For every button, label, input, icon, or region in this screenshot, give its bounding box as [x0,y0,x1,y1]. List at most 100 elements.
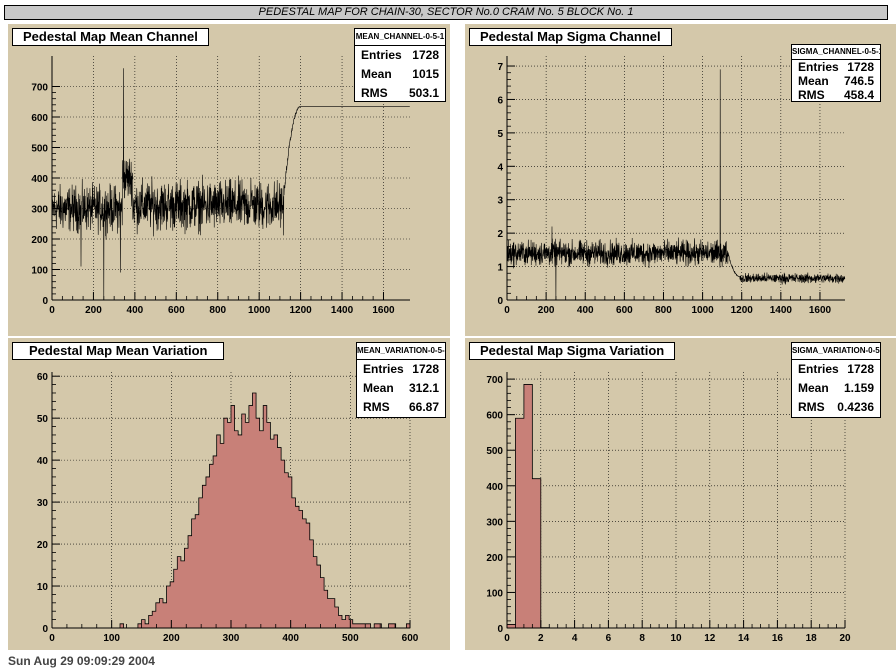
title-mean-variation: Pedestal Map Mean Variation [12,342,225,360]
x-tick-label: 1200 [731,305,754,316]
x-tick-label: 0 [49,305,55,316]
y-tick-label: 400 [486,482,503,493]
y-tick-label: 30 [37,498,49,509]
x-tick-label: 18 [806,633,818,644]
y-tick-label: 7 [497,62,503,73]
y-tick-label: 500 [31,144,48,155]
stats-rms-label: RMS [798,88,825,102]
y-tick-label: 0 [497,624,503,635]
x-tick-label: 4 [572,633,578,644]
y-tick-label: 300 [486,517,503,528]
x-tick-label: 1000 [248,305,271,316]
x-tick-label: 1200 [289,305,312,316]
y-tick-label: 300 [31,205,48,216]
y-tick-label: 400 [31,174,48,185]
x-tick-label: 0 [504,305,510,316]
stats-name: MEAN_VARIATION-0-5-1 [357,343,445,360]
x-tick-label: 8 [639,633,645,644]
y-tick-label: 40 [37,456,49,467]
y-tick-label: 700 [486,375,503,386]
y-tick-label: 200 [486,553,503,564]
pad-mean-variation: 0 100 200 300 400 500 600 0 10 20 30 40 50 60 Pedesta… [8,338,450,650]
x-tick-label: 400 [282,633,299,644]
x-tick-label: 200 [163,633,180,644]
plot-mean-channel: 0 200 400 600 800 1000 1200 1400 1600 0 100 200 300 4… [31,56,410,316]
x-tick-label: 400 [577,305,594,316]
y-tick-label: 0 [42,296,48,307]
y-tick-label: 2 [497,229,503,240]
y-tick-label: 0 [42,624,48,635]
x-tick-label: 300 [223,633,240,644]
stats-entries-label: Entries [361,48,402,62]
y-tick-label: 60 [37,372,49,383]
stats-mean-label: Mean [798,74,829,88]
plot-area [507,56,845,300]
y-tick-label: 200 [31,235,48,246]
stats-mean: 1.159 [843,381,874,395]
y-tick-label: 100 [486,588,503,599]
stats-entries: 1728 [412,362,439,376]
stats-mean: 746.5 [843,74,874,88]
stats-entries-label: Entries [363,362,404,376]
stats-rms: 503.1 [408,86,439,100]
plot-area [52,56,410,300]
y-tick-label: 500 [486,446,503,457]
stats-rms-label: RMS [361,86,388,100]
pad-sigma-variation: 0 2 4 6 8 10 12 14 16 18 20 0 100 200 300 400 500 600 700 … [465,338,896,650]
y-tick-label: 10 [37,582,49,593]
y-tick-label: 5 [497,129,503,140]
x-tick-label: 20 [839,633,851,644]
x-tick-label: 1400 [331,305,354,316]
y-tick-label: 600 [31,113,48,124]
stats-entries: 1728 [847,60,874,74]
x-tick-label: 800 [209,305,226,316]
y-tick-label: 1 [497,263,503,274]
x-tick-label: 14 [738,633,750,644]
stats-mean: 312.1 [408,381,439,395]
y-tick-label: 20 [37,540,49,551]
stats-entries: 1728 [412,48,439,62]
stats-entries: 1728 [847,362,874,376]
series-line [51,68,410,301]
x-tick-label: 200 [538,305,555,316]
title-sigma-channel: Pedestal Map Sigma Channel [469,28,672,46]
pad-sigma-channel: 0 200 400 600 800 1000 1200 1400 1600 0 1 2 3 4 5 6 7 Pe… [465,24,896,336]
x-tick-label: 1400 [770,305,793,316]
stats-box-sigma-variation: SIGMA_VARIATION-0-5-1 Entries 1728 Mean 1.… [791,342,881,418]
histogram-bars [52,392,411,629]
stats-name: SIGMA_CHANNEL-0-5-1 [792,45,880,60]
plot-sigma-channel: 0 200 400 600 800 1000 1200 1400 1600 0 1 2 3 4 5 6 7 [497,56,846,316]
x-tick-label: 400 [127,305,144,316]
x-tick-label: 1600 [372,305,395,316]
plot-mean-variation: 0 100 200 300 400 500 600 0 10 20 30 40 50 60 [37,372,419,644]
footer-timestamp: Sun Aug 29 09:09:29 2004 [8,654,155,668]
x-tick-label: 0 [504,633,510,644]
stats-name: MEAN_CHANNEL-0-5-1 [355,29,445,46]
x-tick-label: 500 [342,633,359,644]
stats-rms-label: RMS [363,400,390,414]
stats-mean-label: Mean [361,67,392,81]
stats-mean: 1015 [412,67,439,81]
y-tick-label: 600 [486,411,503,422]
x-tick-label: 12 [704,633,716,644]
stats-box-sigma-channel: SIGMA_CHANNEL-0-5-1 Entries 1728 Mean 746.… [791,44,881,102]
x-tick-label: 2 [538,633,544,644]
stats-mean-label: Mean [363,381,394,395]
x-tick-label: 1600 [809,305,832,316]
y-tick-label: 3 [497,196,503,207]
series-line [506,69,846,301]
y-tick-label: 50 [37,414,49,425]
x-tick-label: 800 [655,305,672,316]
x-tick-label: 200 [85,305,102,316]
pad-mean-channel: 0 200 400 600 800 1000 1200 1400 1600 0 100 200 300 4… [8,24,450,336]
stats-rms: 66.87 [408,400,439,414]
title-sigma-variation: Pedestal Map Sigma Variation [469,342,676,360]
stats-rms: 0.4236 [837,400,874,414]
y-tick-label: 4 [497,162,503,173]
x-tick-label: 600 [168,305,185,316]
y-tick-label: 0 [497,296,503,307]
x-tick-label: 600 [402,633,419,644]
x-tick-label: 0 [49,633,55,644]
stats-entries-label: Entries [798,362,839,376]
